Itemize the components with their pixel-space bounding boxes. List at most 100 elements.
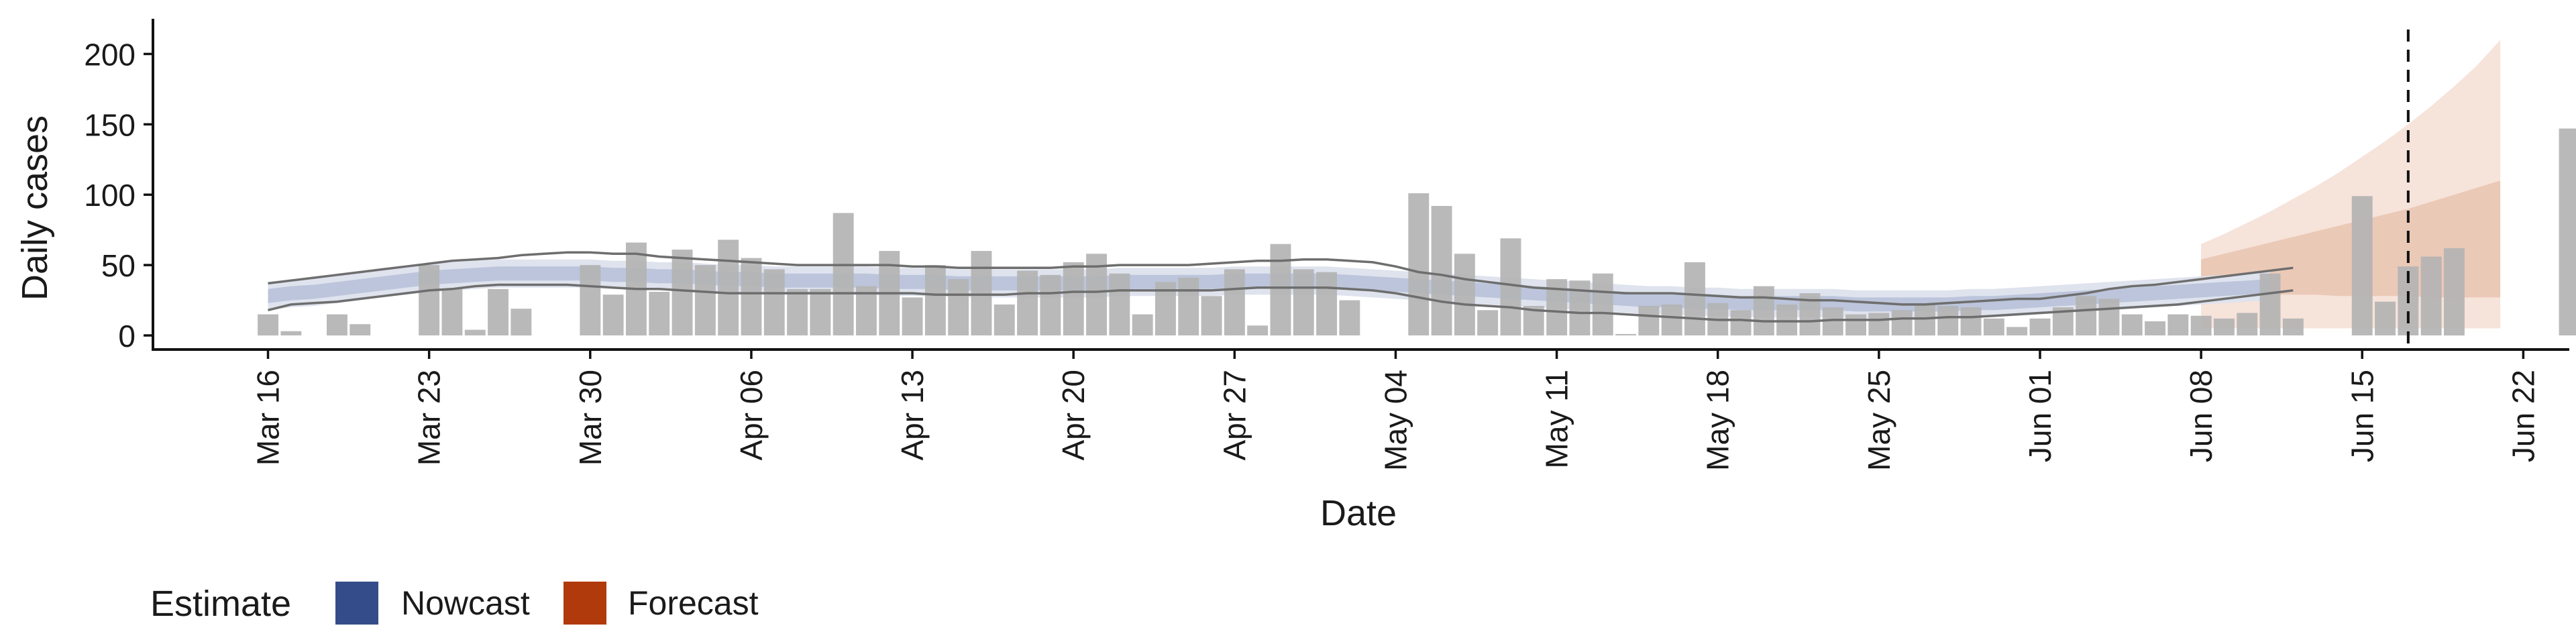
bar [2559,128,2576,335]
bar [2351,196,2373,335]
bar [511,309,532,336]
bar [1960,307,1982,336]
nowcast-lines [268,251,2294,323]
bar [1730,310,1752,336]
x-tick-label: May 04 [1379,370,1413,471]
legend: Estimate Nowcast Forecast [150,582,759,625]
x-tick-label: May 25 [1862,370,1896,471]
bar [1477,310,1499,336]
bar [649,292,670,335]
bar [1891,310,1913,336]
legend-swatch-forecast [564,582,606,625]
bar [2375,301,2396,335]
nowcast-lower-line [268,283,2294,323]
x-tick-label: May 11 [1540,370,1574,468]
bar [2006,327,2028,335]
bar [1270,244,1291,336]
bar [2237,313,2258,336]
x-tick-label: Jun 08 [2184,370,2218,462]
bar [1615,333,1636,335]
bar [2029,318,2051,335]
bar [672,250,693,336]
bar [1753,286,1774,335]
bar [350,324,371,335]
bar [2420,256,2442,335]
bar [2259,273,2281,335]
bar [694,265,716,335]
bar [2145,321,2165,335]
x-tick-label: Apr 27 [1217,370,1252,461]
plot-area [258,30,2576,350]
bar [1845,314,1866,336]
bar [441,288,463,335]
bar [2076,296,2097,335]
bar [718,239,739,336]
y-axis-label: Daily cases [15,115,55,301]
bar [1431,206,1452,335]
bar [464,329,486,335]
legend-title: Estimate [150,584,291,624]
x-tick-label: Jun 22 [2506,370,2540,462]
bar [258,314,278,336]
x-tick-label: Jun 15 [2345,370,2379,462]
bar [1339,300,1360,335]
x-tick-label: Mar 16 [251,370,286,466]
bar [902,297,923,335]
bar [1040,274,1061,335]
bar [1638,306,1660,336]
bar [1569,280,1591,335]
bar [1661,304,1682,336]
bar [1592,273,1613,335]
bar [1293,269,1314,335]
y-tick-label: 0 [118,319,136,354]
bar [994,304,1015,336]
bar [1684,262,1705,335]
bar [924,265,946,335]
bar [1063,262,1084,335]
bar [948,279,969,335]
bar [1454,254,1475,335]
bar [2167,314,2189,336]
bar [1915,304,1935,336]
x-axis-label: Date [1320,493,1397,533]
bar [580,265,601,335]
bar [419,265,440,335]
bar [1500,238,1521,336]
bar [971,251,992,335]
bar [1868,313,1890,336]
bar [1937,306,1959,336]
nowcast-upper-line [268,251,2294,306]
y-tick-label: 100 [84,178,136,213]
bar [1132,314,1153,336]
bar [1109,273,1130,335]
bar [1316,272,1337,335]
y-tick-label: 50 [101,248,136,283]
bar [327,314,347,336]
bar [763,269,785,335]
bar [1408,193,1430,335]
bar [2444,248,2465,336]
bar [1224,269,1245,335]
bar [1247,325,1269,335]
bar [2282,318,2304,335]
x-tick-label: Apr 06 [734,370,769,461]
x-tick-label: Mar 23 [412,370,447,466]
bar [1201,296,1222,335]
bar [2214,318,2235,335]
bar [1776,304,1798,336]
bar [280,331,302,335]
bar [1983,318,2004,335]
y-tick-label: 200 [84,37,136,72]
bar [602,294,624,335]
bar [810,288,831,335]
legend-label-forecast: Forecast [628,584,759,622]
y-tick-label: 150 [84,107,136,142]
bar [741,258,762,335]
bar [1178,278,1199,335]
bar [2121,314,2143,336]
bar [1017,270,1038,335]
bar [833,213,854,335]
bar [787,288,808,335]
legend-label-nowcast: Nowcast [401,584,530,622]
